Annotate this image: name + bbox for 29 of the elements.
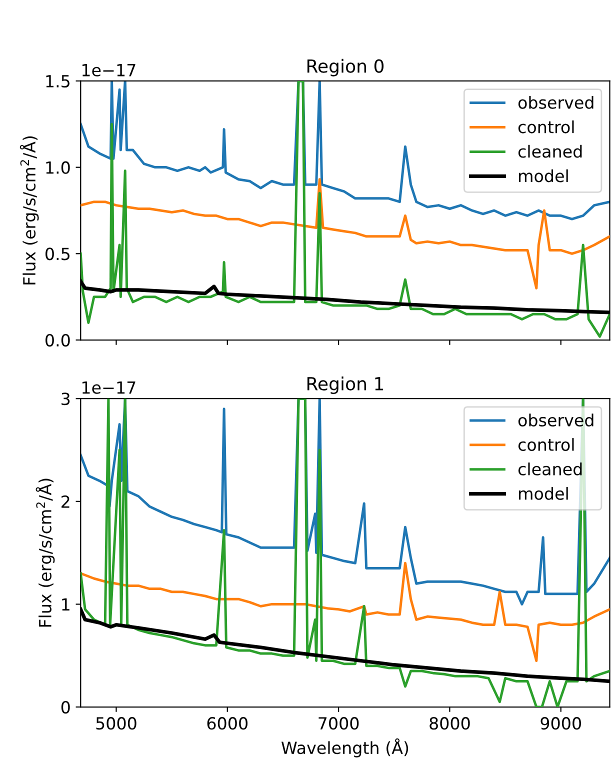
legend-label: observed — [518, 414, 594, 427]
text: 1e−17 — [82, 64, 136, 76]
legend-label: cleaned — [518, 144, 582, 158]
y-axis-title: Flux (erg/s/cm$^{2}$/Å) — [36, 478, 55, 627]
y-tick-label: 1 — [62, 598, 70, 611]
x-tick-label: 7000 — [318, 717, 359, 730]
y-tick-label: 0.5 — [46, 248, 70, 260]
chart-title: Region 0 — [307, 58, 384, 76]
y-axis-title: Flux (erg/s/cm$^{2}$/Å) — [20, 136, 39, 284]
text: 1e−17 — [82, 381, 136, 394]
legend-label: cleaned — [518, 462, 582, 476]
x-tick-label: 9000 — [540, 717, 581, 730]
y-tick-label: 0 — [61, 700, 70, 714]
x-tick-label: 6000 — [207, 717, 248, 730]
y-tick-label: 0.0 — [46, 334, 70, 347]
y-tick-label: 1.0 — [46, 161, 70, 174]
y-tick-label: 1.5 — [46, 75, 70, 88]
y-tick-label: 3 — [62, 392, 70, 406]
legend-label: observed — [518, 96, 594, 109]
x-tick-label: 5000 — [96, 717, 136, 730]
legend-label: control — [518, 120, 574, 134]
y-tick-label: 2 — [62, 495, 70, 508]
legend-label: model — [519, 169, 568, 182]
chart-title: Region 1 — [307, 376, 384, 394]
x-axis-title: Wavelength (Å) — [281, 738, 408, 758]
line-series — [80, 562, 610, 662]
x-tick-label: 8000 — [430, 717, 470, 730]
legend-label: control — [518, 438, 574, 451]
legend-label: model — [519, 487, 568, 500]
